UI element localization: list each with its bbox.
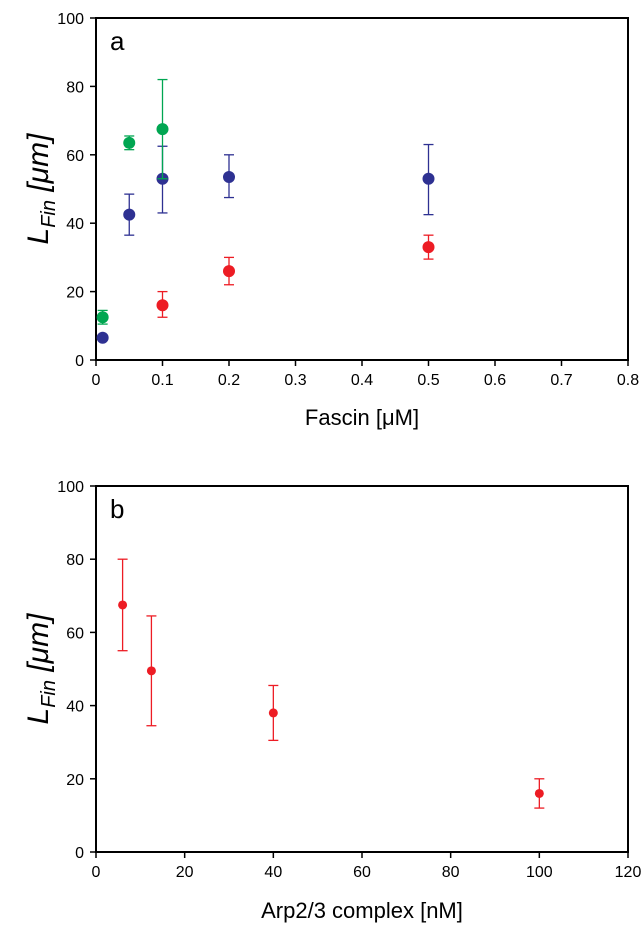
panel-b: 0 20 40 60 80 100 120 0 20 40 60 80 100 Arp2/3 comple… [22, 479, 641, 923]
data-point [534, 788, 544, 798]
x-tick-label: 20 [176, 864, 194, 881]
y-tick-label: 60 [66, 625, 84, 642]
plot-frame [95, 17, 629, 361]
data-point [268, 708, 278, 718]
data-point [223, 265, 235, 278]
x-tick-label: 100 [526, 864, 553, 881]
y-axis-title-subscript: Fin [38, 200, 60, 228]
y-axis-title-unit: [μm] [22, 133, 55, 200]
data-point [156, 123, 169, 136]
y-axis-title-main: L [22, 708, 55, 725]
data-point [146, 666, 156, 676]
y-tick-label: 100 [57, 479, 84, 496]
x-tick-label: 120 [615, 864, 641, 881]
panel-label: a [110, 26, 125, 56]
data-point [223, 171, 235, 184]
series-0 [117, 558, 545, 809]
x-tick-label: 0.3 [284, 372, 306, 389]
x-tick-label: 0.7 [550, 372, 572, 389]
series-1 [156, 234, 435, 318]
x-tick-label: 0.5 [417, 372, 439, 389]
y-tick-label: 0 [75, 353, 84, 370]
data-point [156, 299, 169, 312]
data-point [96, 331, 109, 344]
x-tick-label: 60 [353, 864, 371, 881]
series-2 [96, 78, 169, 325]
y-axis-title-main: L [22, 228, 55, 245]
x-tick-label: 0.6 [484, 372, 506, 389]
y-tick-label: 80 [66, 552, 84, 569]
x-axis-title: Arp2/3 complex [nM] [261, 898, 463, 923]
y-tick-label: 20 [66, 285, 84, 302]
x-tick-label: 0.1 [151, 372, 173, 389]
x-tick-label: 0.8 [617, 372, 639, 389]
series-0 [96, 143, 435, 344]
x-axis-title: Fascin [μM] [305, 405, 419, 430]
data-point [422, 172, 435, 185]
data-point [123, 136, 136, 149]
x-tick-label: 0.4 [351, 372, 373, 389]
x-tick-label: 0 [92, 372, 101, 389]
y-tick-label: 20 [66, 772, 84, 789]
y-axis-title: LFin [μm] [22, 613, 60, 725]
x-tick-label: 0.2 [218, 372, 240, 389]
panel-label: b [110, 494, 124, 524]
y-tick-label: 100 [57, 11, 84, 28]
plot-frame [95, 485, 629, 853]
data-point [118, 600, 128, 610]
data-point [422, 241, 435, 254]
y-axis-title-subscript: Fin [38, 680, 60, 708]
y-tick-label: 60 [66, 148, 84, 165]
y-tick-label: 40 [66, 699, 84, 716]
y-tick-label: 80 [66, 79, 84, 96]
y-tick-label: 0 [75, 845, 84, 862]
y-tick-label: 40 [66, 216, 84, 233]
y-axis-title: LFin [μm] [22, 133, 60, 245]
x-tick-label: 40 [264, 864, 282, 881]
panel-a: 0 0.1 0.2 0.3 0.4 0.5 0.6 0.7 0.8 0 20 40 60 80 100 Fas… [22, 11, 639, 430]
y-axis-title-unit: [μm] [22, 613, 55, 680]
x-tick-label: 80 [442, 864, 460, 881]
data-point [96, 311, 109, 324]
x-tick-label: 0 [92, 864, 101, 881]
data-point [123, 208, 136, 221]
